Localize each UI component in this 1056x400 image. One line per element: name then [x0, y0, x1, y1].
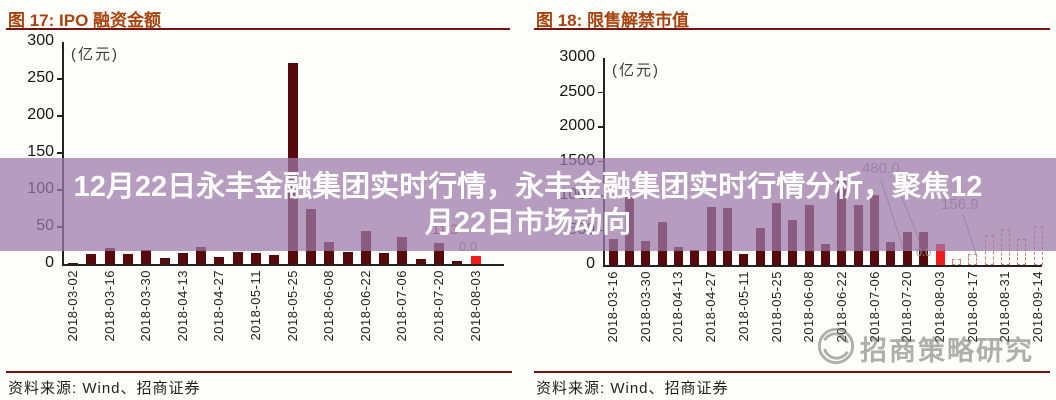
bar	[232, 252, 243, 264]
y-tick-label: 2500	[559, 82, 595, 100]
bar	[324, 241, 335, 264]
bar	[214, 256, 225, 264]
bar	[104, 247, 115, 264]
current-week-bar	[935, 244, 945, 265]
y-tick-mark	[598, 91, 603, 93]
future-bar	[968, 254, 978, 265]
future-bar	[951, 258, 961, 265]
bar	[342, 252, 353, 264]
right-chart-title: 图 18: 限售解禁市值	[536, 11, 690, 30]
x-tick-label: 2018-06-08	[801, 271, 817, 343]
y-axis-unit: (亿元)	[71, 46, 119, 63]
right-source-note: 资料来源: Wind、招商证券	[536, 380, 729, 397]
left-chart-title: 图 17: IPO 融资金额	[8, 11, 162, 30]
left-footer-rule	[6, 371, 512, 373]
bar	[690, 250, 700, 265]
bar	[141, 249, 152, 264]
x-tick-label: 2018-03-30	[637, 271, 653, 343]
x-tick-label: 2018-05-11	[735, 271, 751, 342]
bar	[379, 252, 390, 264]
y-tick-mark	[598, 126, 603, 128]
left-title-rule	[6, 28, 510, 30]
y-tick-label: 0	[586, 255, 595, 272]
bar	[886, 241, 896, 265]
x-tick-label: 2018-03-30	[138, 270, 154, 342]
x-tick-label: 2018-05-11	[248, 270, 263, 341]
bar	[68, 263, 78, 264]
y-axis-unit: (亿元)	[612, 62, 660, 79]
bar	[269, 255, 280, 264]
bar	[673, 247, 683, 265]
x-tick-label: 2018-04-13	[670, 271, 686, 343]
headline-line-1: 12月22日永丰金融集团实时行情，永丰金融集团实时行情分析，聚焦12	[73, 170, 983, 203]
y-tick-label: 0	[45, 254, 54, 271]
bar	[434, 243, 444, 264]
x-tick-label: 2018-06-22	[357, 270, 373, 342]
axes	[62, 42, 504, 266]
bar	[739, 254, 749, 265]
y-tick-label: 150	[27, 143, 54, 160]
bar	[452, 261, 463, 264]
watermark: 招商策略研究	[816, 326, 1034, 371]
x-tick-label: 2018-03-02	[65, 270, 80, 342]
bar	[122, 254, 133, 264]
bar	[608, 239, 618, 265]
bar	[821, 244, 831, 265]
x-tick-label: 2018-07-20	[431, 270, 446, 342]
x-tick-label: 2018-08-03	[467, 270, 483, 342]
headline-banner: 12月22日永丰金融集团实时行情，永丰金融集团实时行情分析，聚焦12 月22日市…	[0, 158, 1056, 251]
watermark-text: 招商策略研究	[860, 336, 1034, 366]
x-tick-label: 2018-03-16	[605, 271, 620, 343]
x-tick-label: 2018-05-25	[768, 271, 784, 343]
x-tick-label: 2018-03-16	[101, 270, 117, 342]
y-tick-label: 200	[27, 106, 54, 123]
y-tick-mark	[57, 78, 62, 80]
bar	[86, 253, 97, 264]
broker-logo-icon	[816, 326, 856, 371]
right-title-rule	[534, 28, 1050, 30]
y-tick-label: 250	[27, 69, 54, 86]
y-tick-label: 300	[27, 32, 54, 49]
x-tick-label: 2018-05-25	[284, 270, 300, 342]
bar	[159, 258, 170, 264]
y-tick-mark	[57, 115, 62, 117]
bar	[251, 252, 261, 264]
right-footer-rule	[534, 371, 1050, 373]
bar	[196, 246, 207, 264]
x-tick-label: 2018-04-27	[211, 270, 227, 342]
bar	[177, 252, 188, 264]
y-tick-label: 2000	[559, 117, 595, 134]
current-week-bar	[470, 255, 481, 264]
bar	[641, 240, 651, 265]
y-tick-label: 3000	[559, 48, 595, 65]
left-source-note: 资料来源: Wind、招商证券	[8, 380, 201, 397]
x-tick-label: 2018-07-06	[394, 270, 410, 342]
x-tick-label: 2018-06-08	[321, 270, 337, 342]
x-tick-label: 2018-04-27	[703, 271, 719, 343]
y-tick-mark	[57, 152, 62, 154]
x-tick-label: 2018-04-13	[174, 270, 190, 342]
headline-line-2: 月22日市场动向	[424, 206, 632, 239]
bar	[415, 258, 426, 264]
